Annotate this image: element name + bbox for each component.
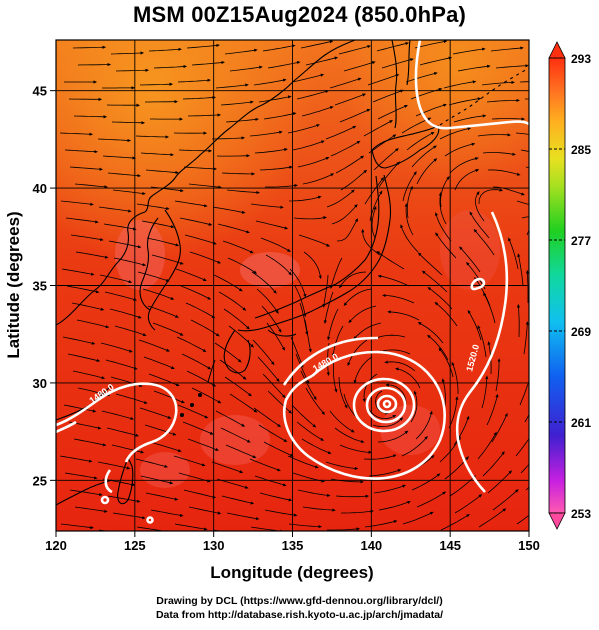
x-tick-label: 145 xyxy=(439,538,461,553)
y-tick-label: 25 xyxy=(33,473,47,488)
y-tick-label: 40 xyxy=(33,181,47,196)
colorbar-strip xyxy=(549,58,565,513)
streamline xyxy=(534,358,545,388)
colorbar-tick-label: 277 xyxy=(571,234,591,248)
colorbar-top-arrow xyxy=(549,42,565,58)
y-tick-label: 35 xyxy=(33,279,47,294)
streamline xyxy=(532,227,549,252)
x-tick-label: 120 xyxy=(45,538,67,553)
y-tick-label: 30 xyxy=(33,376,47,391)
x-tick-label: 135 xyxy=(282,538,304,553)
streamline xyxy=(78,65,110,66)
y-tick-label: 45 xyxy=(33,84,47,99)
colorbar-bottom-arrow xyxy=(549,513,565,529)
x-axis-label: Longitude (degrees) xyxy=(210,563,373,582)
colorbar-tick-label: 261 xyxy=(571,416,591,430)
colorbar-tick-label: 285 xyxy=(571,143,591,157)
x-tick-label: 130 xyxy=(203,538,225,553)
y-axis-label: Latitude (degrees) xyxy=(4,211,23,358)
colorbar: 293 285 277 269 261 253 xyxy=(549,42,591,529)
y-axis: 25 30 35 40 45 xyxy=(33,84,56,489)
x-tick-label: 150 xyxy=(518,538,540,553)
streamline xyxy=(529,340,536,371)
colorbar-tick-label: 293 xyxy=(571,52,591,66)
streamline xyxy=(533,289,536,320)
credit-drawing: Drawing by DCL (https://www.gfd-dennou.o… xyxy=(0,595,599,607)
credit-data: Data from http://database.rish.kyoto-u.a… xyxy=(0,609,599,621)
x-axis: 120 125 130 135 140 145 150 xyxy=(45,531,540,553)
streamline xyxy=(520,81,552,82)
colorbar-tick-label: 269 xyxy=(571,325,591,339)
streamline xyxy=(530,413,547,439)
colorbar-tick-label: 253 xyxy=(571,507,591,521)
x-tick-label: 125 xyxy=(124,538,146,553)
x-tick-label: 140 xyxy=(360,538,382,553)
